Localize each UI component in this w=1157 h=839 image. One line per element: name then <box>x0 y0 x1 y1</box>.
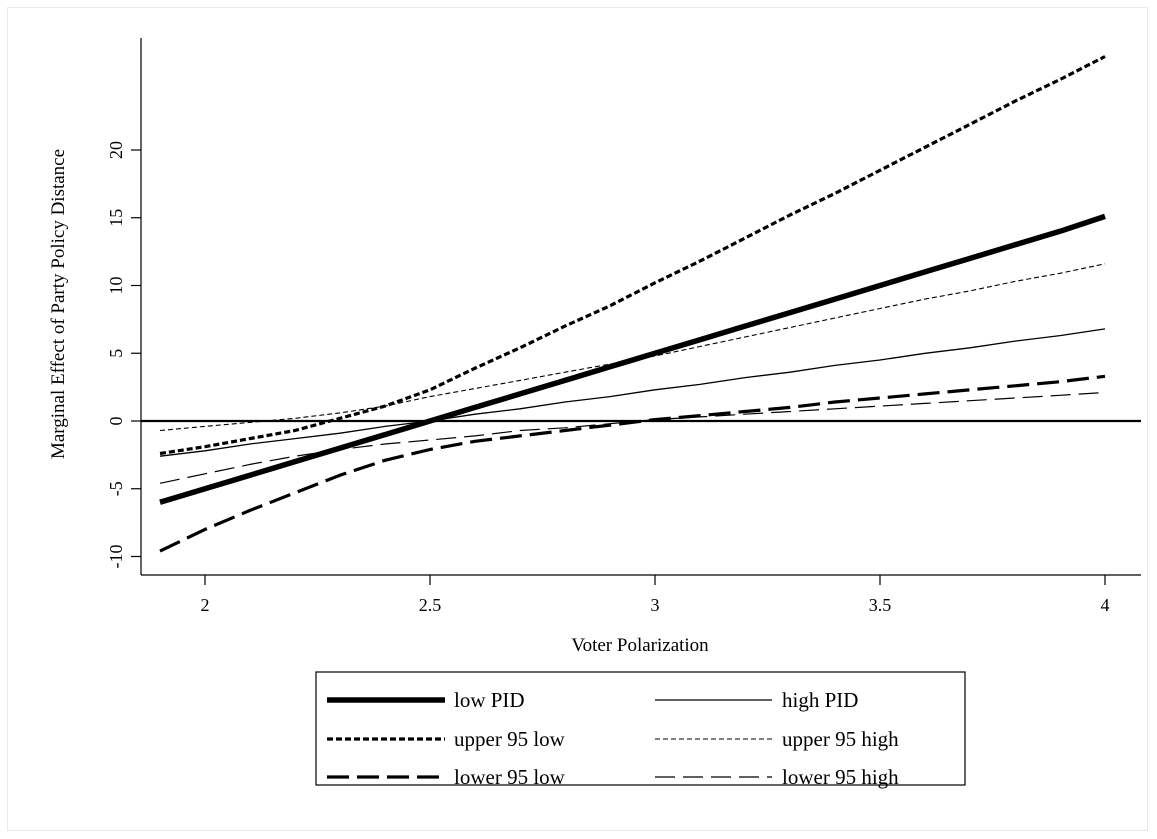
series-line-lower-95-low <box>159 374 1106 553</box>
x-axis-label: Voter Polarization <box>571 635 709 656</box>
y-tick-label: -10 <box>106 545 126 569</box>
y-axis: -10 -5 0 5 10 15 20 <box>106 38 142 575</box>
series-line-upper-95-high <box>159 263 1106 432</box>
y-axis-label: Marginal Effect of Party Policy Distance <box>48 149 69 459</box>
legend-label: upper 95 high <box>782 727 899 751</box>
y-tick-label: 20 <box>106 141 126 159</box>
y-tick-label: 15 <box>106 209 126 227</box>
legend-box <box>315 671 966 786</box>
x-tick-label: 3 <box>651 595 660 615</box>
series-line-low-pid <box>159 213 1106 505</box>
legend-label: upper 95 low <box>454 727 566 751</box>
y-tick-label: 10 <box>106 277 126 295</box>
legend-label: high PID <box>782 688 858 712</box>
legend: low PID high PID upper 95 low upper 95 high… <box>315 671 966 789</box>
x-tick-label: 2 <box>201 595 210 615</box>
series-line-high-pid <box>159 328 1106 457</box>
legend-label: low PID <box>454 688 525 712</box>
x-axis: 2 2.5 3 3.5 4 <box>141 574 1141 615</box>
y-tick-label: 5 <box>106 349 126 358</box>
plot-area <box>141 55 1141 553</box>
x-tick-label: 3.5 <box>869 595 892 615</box>
x-tick-label: 2.5 <box>419 595 442 615</box>
legend-label: lower 95 high <box>782 765 899 789</box>
legend-label: lower 95 low <box>454 765 566 789</box>
series-line-lower-95-high <box>159 391 1106 484</box>
x-tick-label: 4 <box>1101 595 1110 615</box>
y-tick-label: -5 <box>106 481 126 496</box>
y-tick-label: 0 <box>106 417 126 426</box>
series-line-upper-95-low <box>159 55 1106 456</box>
